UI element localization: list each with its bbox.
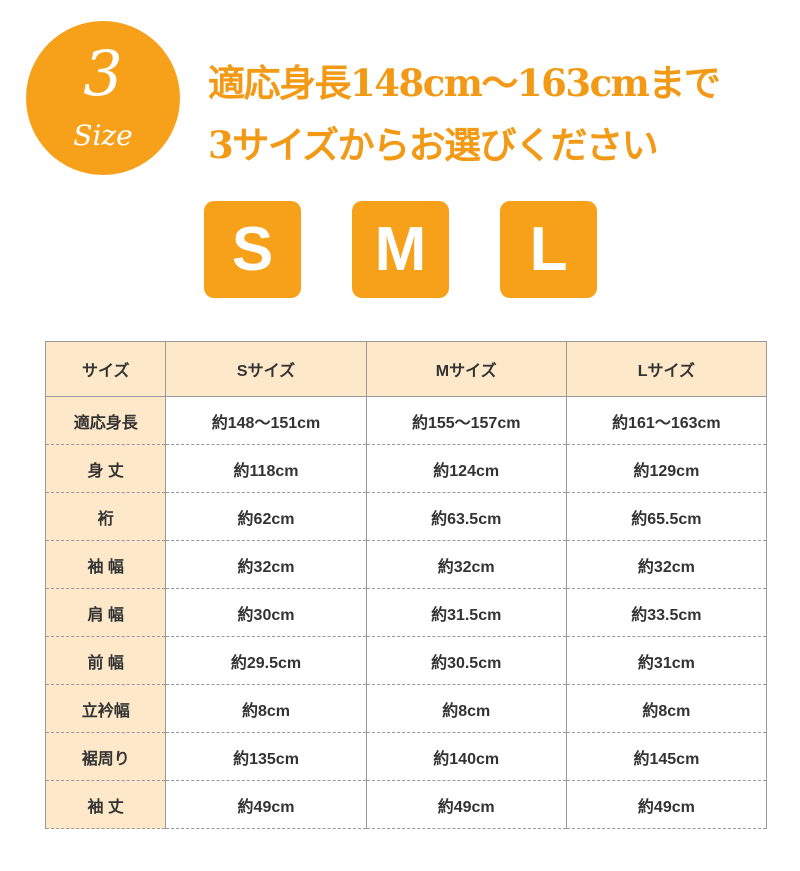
table-cell: 約49cm [165, 780, 367, 829]
headline-line2: 3サイズからお選びください [208, 123, 659, 167]
table-cell: 約63.5cm [365, 492, 567, 541]
table-row: 前 幅約29.5cm 約30.5cm 約31cm [44, 636, 768, 685]
column-header: Mサイズ [365, 341, 567, 397]
row-label: 立衿幅 [44, 684, 167, 733]
headline-line1: 適応身長148cm〜163cmまで [208, 61, 721, 105]
table-row: 肩 幅約30cm 約31.5cm 約33.5cm [44, 588, 768, 637]
badge-word: Size [73, 119, 133, 152]
size-l-box: L [500, 201, 597, 298]
row-label: 裾周り [44, 732, 167, 781]
size-s-box: S [204, 201, 301, 298]
table-cell: 約32cm [365, 540, 567, 589]
table-cell: 約161〜163cm [565, 396, 768, 445]
column-header: Sサイズ [165, 341, 367, 397]
table-cell: 約33.5cm [565, 588, 768, 637]
headline: 適応身長148cm〜163cmまで 3サイズからお選びください [208, 52, 721, 176]
table-cell: 約62cm [165, 492, 367, 541]
table-cell: 約135cm [165, 732, 367, 781]
table-row: 袖 幅約32cm 約32cm 約32cm [44, 540, 768, 589]
table-cell: 約8cm [565, 684, 768, 733]
table-cell: 約49cm [565, 780, 768, 829]
badge-number: 3 [83, 37, 123, 110]
row-label: 裄 [44, 492, 167, 541]
table-cell: 約148〜151cm [165, 396, 367, 445]
row-label: 肩 幅 [44, 588, 167, 637]
table-cell: 約49cm [365, 780, 567, 829]
table-cell: 約8cm [365, 684, 567, 733]
table-row: 袖 丈約49cm 約49cm 約49cm [44, 780, 768, 829]
table-cell: 約65.5cm [565, 492, 768, 541]
table-cell: 約8cm [165, 684, 367, 733]
table-cell: 約31cm [565, 636, 768, 685]
size-m-box: M [352, 201, 449, 298]
size-table: サイズ Sサイズ Mサイズ Lサイズ 適応身長 約148〜151cm 約155〜157cm 約… [44, 341, 768, 829]
table-row: 適応身長 約148〜151cm 約155〜157cm 約161〜163cm [44, 396, 768, 445]
table-cell: 約129cm [565, 444, 768, 493]
table-cell: 約30cm [165, 588, 367, 637]
table-cell: 約145cm [565, 732, 768, 781]
table-cell: 約32cm [165, 540, 367, 589]
row-label: 前 幅 [44, 636, 167, 685]
table-cell: 約140cm [365, 732, 567, 781]
table-row: 身 丈約118cm 約124cm 約129cm [44, 444, 768, 493]
table-row: 立衿幅 約8cm 約8cm 約8cm [44, 684, 768, 733]
table-cell: 約29.5cm [165, 636, 367, 685]
table-row: 裾周り 約135cm 約140cm 約145cm [44, 732, 768, 781]
row-label: 身 丈 [44, 444, 167, 493]
row-label: 適応身長 [44, 396, 167, 445]
column-header: サイズ [44, 341, 167, 397]
row-label: 袖 幅 [44, 540, 167, 589]
table-cell: 約155〜157cm [365, 396, 567, 445]
row-label: 袖 丈 [44, 780, 167, 829]
table-cell: 約124cm [365, 444, 567, 493]
table-row: 裄約62cm 約63.5cm 約65.5cm [44, 492, 768, 541]
table-cell: 約30.5cm [365, 636, 567, 685]
table-cell: 約32cm [565, 540, 768, 589]
three-size-badge: 3 Size [26, 21, 180, 175]
table-cell: 約118cm [165, 444, 367, 493]
table-cell: 約31.5cm [365, 588, 567, 637]
table-header-row: サイズ Sサイズ Mサイズ Lサイズ [44, 341, 768, 397]
column-header: Lサイズ [565, 341, 768, 397]
